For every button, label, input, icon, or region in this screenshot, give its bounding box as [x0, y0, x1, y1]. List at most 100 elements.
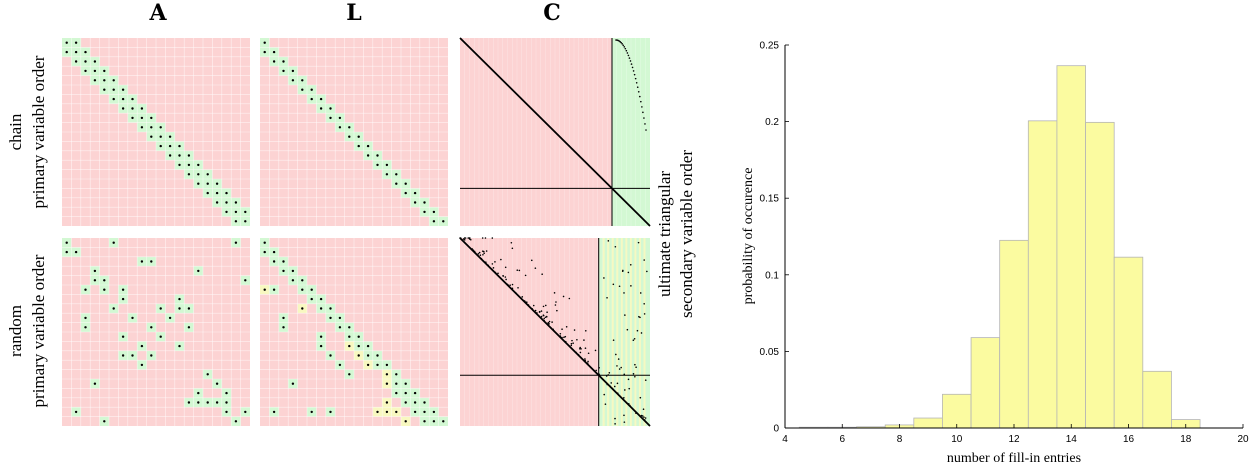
random-c-fill-stripe	[629, 238, 632, 426]
random-c-fill-dot	[587, 352, 590, 355]
chain-a-entry-dot	[93, 60, 97, 63]
random-c-fill-dot	[482, 253, 484, 256]
chain-l-entry-dot	[310, 97, 313, 101]
random-c-fill-dot	[614, 423, 616, 425]
random-c-fill-dot	[603, 277, 605, 279]
histogram-x-ticks: 4 6 8 10 12 14 16 18 20	[782, 424, 1249, 445]
random-c-fill-dot	[474, 252, 477, 254]
random-c-fill-dot	[642, 408, 645, 410]
chain-a-entry-dot	[225, 191, 228, 195]
random-c-fill-dot	[487, 264, 490, 267]
chain-c-fill-dot	[620, 41, 622, 44]
chain-a-entry-dot	[112, 88, 115, 91]
chain-l-entry-dot	[301, 79, 304, 82]
random-c-fill-dot	[561, 328, 563, 330]
random-c-fill-dot	[517, 287, 519, 289]
chain-a-entry-dot	[140, 107, 144, 110]
random-l-entry-dot	[413, 391, 417, 395]
random-c-fill-dot	[634, 375, 636, 378]
random-c-fill-dot	[629, 404, 631, 407]
random-c-fill-dot	[492, 267, 495, 269]
random-c-fill-dot	[461, 239, 464, 241]
chain-l-entry-dot	[404, 191, 407, 195]
random-c-fill-dot	[639, 316, 641, 319]
random-c-fill-dot	[595, 369, 598, 372]
chain-c-fill-dot	[619, 40, 621, 43]
random-c-fill-dot	[614, 245, 617, 248]
random-l-entry-dot	[376, 410, 379, 414]
random-l-entry-dot	[404, 401, 407, 404]
random-c-fill-dot	[521, 296, 524, 298]
random-c-fill-stripe	[620, 238, 623, 426]
chain-l-entry-dot	[413, 191, 417, 195]
random-l-entry-dot	[310, 410, 313, 414]
histogram-bar	[1113, 256, 1144, 429]
random-c-fill-dot	[584, 330, 587, 332]
chain-c-fill-dot	[622, 44, 625, 47]
random-c-fill-dot	[573, 329, 576, 331]
chain-l-entry-dot	[432, 220, 436, 223]
random-c-fill-dot	[540, 315, 543, 318]
random-l-entry-dot	[338, 363, 342, 367]
random-c-fill-dot	[478, 251, 481, 254]
x-tick-label: 6	[839, 434, 845, 445]
random-c-fill-dot	[628, 387, 631, 390]
random-c-fill-dot	[481, 237, 484, 239]
random-c-fill-dot	[616, 382, 619, 385]
random-c-fill-dot	[575, 351, 577, 354]
chain-a-entry-dot	[150, 116, 153, 120]
random-c-fill-dot	[500, 258, 502, 261]
chain-a-entry-dot	[121, 107, 125, 110]
matrix-panel-random-c	[459, 237, 651, 427]
random-a-entry-dot	[150, 260, 153, 263]
matrix-panel-random-l	[260, 238, 448, 426]
random-a-entry-dot	[206, 373, 209, 376]
random-c-fill-dot	[534, 309, 537, 312]
random-l-entry-dot	[348, 373, 351, 376]
chain-a-entry-dot	[150, 135, 153, 138]
chain-c-fill-dot	[638, 95, 641, 98]
chain-a-entry-dot	[168, 154, 172, 157]
random-c-fill-dot	[553, 292, 556, 294]
chain-l-entry-dot	[301, 88, 304, 91]
random-c-fill-dot	[469, 238, 472, 241]
random-a-entry-dot	[121, 288, 125, 291]
chain-c-fill-dot	[642, 111, 644, 114]
chain-c-fill-dot	[640, 100, 642, 103]
random-c-fill-dot	[593, 369, 595, 372]
random-a-entry-dot	[187, 401, 191, 404]
random-a-entry-dot	[93, 269, 97, 273]
chain-l-entry-dot	[329, 116, 332, 120]
random-a-entry-dot	[84, 316, 87, 320]
random-c-fill-dot	[550, 326, 552, 329]
random-c-fill-dot	[643, 313, 646, 315]
random-c-fill-dot	[564, 335, 567, 338]
random-c-fill-dot	[559, 335, 562, 337]
random-l-entry-dot	[432, 420, 436, 423]
random-l-entry-dot	[282, 269, 285, 273]
chain-a-entry-dot	[197, 173, 200, 176]
random-c-fill-dot	[644, 379, 647, 381]
random-c-fill-dot	[607, 374, 610, 376]
random-c-fill-dot	[646, 270, 648, 273]
random-l-entry-dot	[291, 269, 295, 273]
random-c-fill-dot	[509, 287, 512, 289]
random-c-fill-dot	[562, 295, 565, 298]
random-l-entry-dot	[395, 410, 398, 414]
random-l-entry-dot	[319, 307, 323, 310]
random-c-fill-dot	[621, 270, 624, 273]
random-c-fill-dot	[564, 340, 567, 343]
random-c-fill-dot	[530, 259, 533, 262]
random-l-entry-dot	[338, 316, 342, 320]
random-c-fill-dot	[485, 250, 488, 252]
chain-a-entry-dot	[103, 69, 106, 73]
random-l-entry-dot	[385, 410, 389, 414]
random-l-entry-dot	[357, 344, 360, 348]
chain-l-entry-dot	[272, 50, 276, 54]
chain-a-entry-dot	[234, 220, 238, 223]
random-c-fill-dot	[584, 358, 586, 360]
random-c-fill-dot	[552, 328, 554, 331]
random-c-fill-dot	[639, 396, 642, 399]
random-c-fill-dot	[608, 371, 611, 374]
row-label-chain-order: primary variable order	[29, 55, 48, 208]
